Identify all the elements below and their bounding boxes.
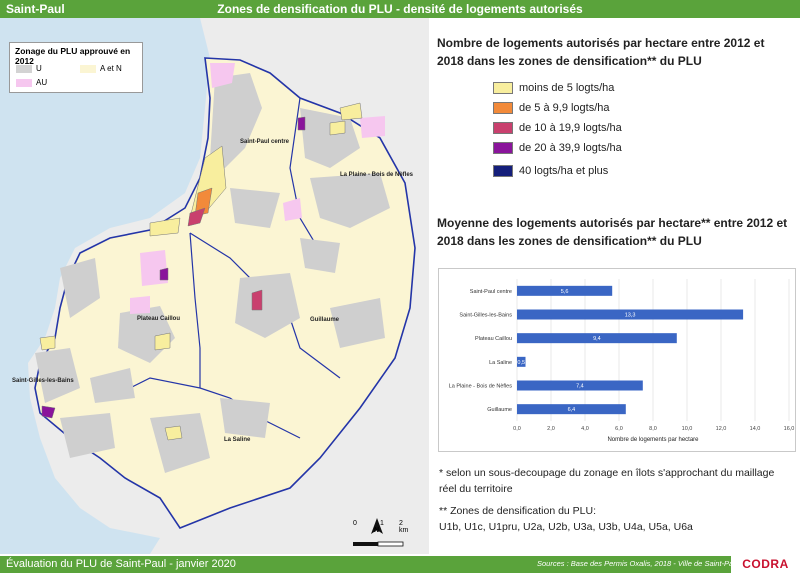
data-label: 9,4 <box>593 336 601 342</box>
north-label: N <box>374 527 380 534</box>
category-label: La Saline <box>489 360 512 366</box>
zonage-legend: Zonage du PLU approuvé en 2012 U A et N … <box>9 42 143 93</box>
zonage-label-au: AU <box>36 78 48 87</box>
zonage-swatch-a-et-n <box>80 65 96 73</box>
note-zones-title: ** Zones de densification du PLU: <box>439 505 597 517</box>
footer-source: Sources : Base des Permis Oxalis, 2018 -… <box>537 559 740 568</box>
x-axis-label: Nombre de logements par hectare <box>607 437 699 443</box>
density-legend-item: moins de 5 logts/ha <box>493 82 615 95</box>
x-tick-label: 16,0 <box>784 426 795 432</box>
x-tick-label: 2,0 <box>547 426 555 432</box>
place-label-plateau-caillou: Plateau Caillou <box>137 316 181 322</box>
bar <box>517 356 526 367</box>
density-legend-item: de 5 à 9,9 logts/ha <box>493 102 610 115</box>
density-label: 40 logts/ha et plus <box>519 165 609 177</box>
density-swatch <box>493 122 513 135</box>
density-legend-item: 40 logts/ha et plus <box>493 165 609 178</box>
data-label: 13,3 <box>625 313 636 319</box>
data-label: 5,6 <box>561 289 569 295</box>
x-tick-label: 8,0 <box>649 426 657 432</box>
category-label: Saint-Gilles-les-Bains <box>459 313 512 319</box>
density-legend-item: de 10 à 19,9 logts/ha <box>493 122 622 135</box>
bar <box>517 333 677 344</box>
place-label-la-plaine: La Plaine - Bois de Nèfles <box>340 172 414 178</box>
footer-bar: Évaluation du PLU de Saint-Paul - janvie… <box>0 556 800 573</box>
x-tick-label: 10,0 <box>682 426 693 432</box>
density-label: moins de 5 logts/ha <box>519 82 615 94</box>
x-tick-label: 4,0 <box>581 426 589 432</box>
density-swatch <box>493 102 513 115</box>
footer-title: Évaluation du PLU de Saint-Paul - janvie… <box>6 558 236 570</box>
place-label-guillaume: Guillaume <box>310 317 340 323</box>
x-tick-label: 0,0 <box>513 426 521 432</box>
region-label: Saint-Paul <box>6 2 65 16</box>
density-label: de 20 à 39,9 logts/ha <box>519 142 622 154</box>
map-panel: Zonage du PLU approuvé en 2012 U A et N … <box>0 18 429 554</box>
category-label: Plateau Caillou <box>475 336 512 342</box>
density-legend-title: Nombre de logements autorisés par hectar… <box>437 36 765 68</box>
bar <box>517 404 626 415</box>
place-label-la-saline: La Saline <box>224 437 251 443</box>
category-label: Saint-Paul centre <box>470 289 512 295</box>
density-legend-item: de 20 à 39,9 logts/ha <box>493 142 622 155</box>
note-zones-list: U1b, U1c, U1pru, U2a, U2b, U3a, U3b, U4a… <box>439 521 693 533</box>
category-label: La Plaine - Bois de Nèfles <box>449 384 513 390</box>
x-tick-label: 14,0 <box>750 426 761 432</box>
notes: * selon un sous-decoupage du zonage en î… <box>439 465 794 535</box>
scale-two: 2 km <box>399 520 409 534</box>
scale-zero: 0 <box>353 520 357 527</box>
density-swatch <box>493 142 513 155</box>
category-label: Guillaume <box>487 407 512 413</box>
right-panel: Nombre de logements autorisés par hectar… <box>429 18 800 556</box>
chart-title: Moyenne des logements autorisés par hect… <box>437 216 788 248</box>
data-label: 6,4 <box>568 407 576 413</box>
zonage-legend-title: Zonage du PLU approuvé en 2012 <box>15 46 131 66</box>
place-label-saint-paul-centre: Saint-Paul centre <box>240 139 290 145</box>
zonage-label-u: U <box>36 64 42 73</box>
page-title: Zones de densification du PLU - densité … <box>217 2 583 16</box>
density-swatch <box>493 82 513 95</box>
bar-chart: 0,0 2,0 4,0 6,0 8,0 10,0 12,0 14,0 16,0 Saint-Pau… <box>438 268 796 452</box>
density-label: de 10 à 19,9 logts/ha <box>519 122 622 134</box>
north-arrow-and-scale <box>353 518 404 547</box>
zonage-swatch-au <box>16 79 32 87</box>
density-swatch <box>493 165 513 178</box>
density-label: de 5 à 9,9 logts/ha <box>519 102 610 114</box>
map-canvas <box>0 18 429 554</box>
codra-logo: CODRA <box>731 556 800 573</box>
data-label: 0,5 <box>517 360 525 366</box>
scale-one: 1 <box>380 520 384 527</box>
place-label-saint-gilles: Saint-Gilles-les-Bains <box>12 378 74 384</box>
header-bar: Saint-Paul Zones de densification du PLU… <box>0 0 800 18</box>
note-sous-decoupage: * selon un sous-decoupage du zonage en î… <box>439 467 775 495</box>
bar <box>517 285 613 296</box>
bar <box>517 309 744 320</box>
bar-chart-svg: 0,0 2,0 4,0 6,0 8,0 10,0 12,0 14,0 16,0 Saint-Pau… <box>449 279 795 443</box>
bar <box>517 380 643 391</box>
scale-bar: N 0 1 2 km <box>353 518 413 547</box>
zonage-swatch-u <box>16 65 32 73</box>
data-label: 7,4 <box>576 384 584 390</box>
x-tick-label: 6,0 <box>615 426 623 432</box>
zonage-label-a-et-n: A et N <box>100 64 122 73</box>
x-tick-label: 12,0 <box>716 426 727 432</box>
